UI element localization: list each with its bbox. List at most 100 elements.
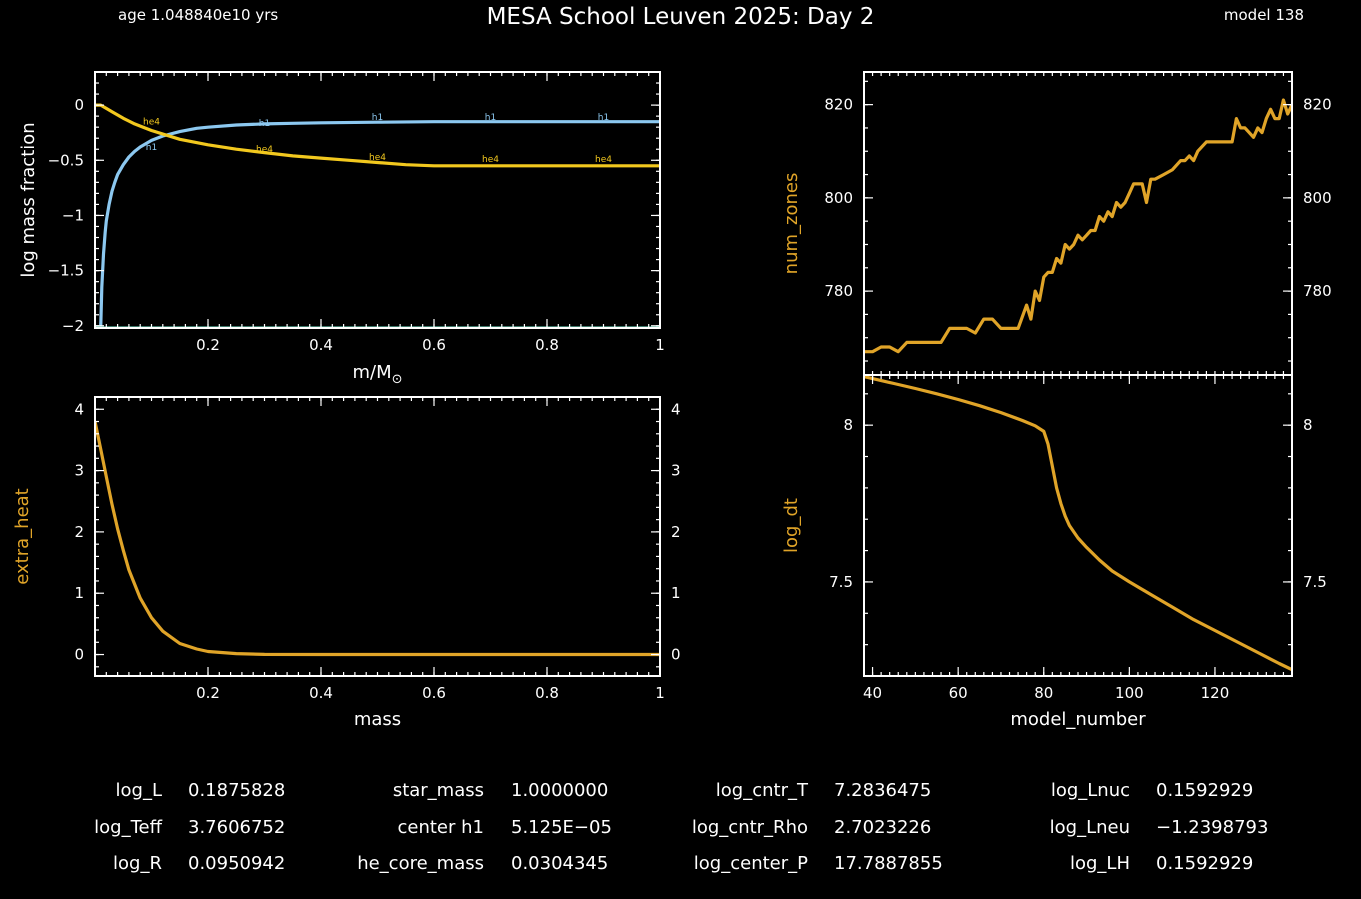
curve-label-h1: h1 <box>146 143 157 153</box>
stat-label: log_cntr_T <box>715 780 808 801</box>
y-tick-label-right: 7.5 <box>1303 573 1327 591</box>
stat-value: 5.125E−05 <box>511 817 612 838</box>
x-tick-label: 0.2 <box>196 336 220 354</box>
curve-label-h1: h1 <box>485 113 496 123</box>
curve-label-he4: he4 <box>143 118 160 128</box>
y-tick-label: −1.5 <box>48 262 84 280</box>
log-dt-plot: 40 60 80 100 120 7.5 7.5 8 8 model_number log_dt <box>781 374 1327 730</box>
series-line-num_zones <box>864 98 1292 354</box>
stat-label: star_mass <box>392 780 484 801</box>
x-axis-label: mass <box>354 709 401 730</box>
y-tick-label-right: 8 <box>1303 416 1313 434</box>
y-tick-label: 7.5 <box>829 573 853 591</box>
plot-frame <box>863 71 1293 376</box>
stat-value: 0.1592929 <box>1156 853 1254 874</box>
axis-ticks <box>94 71 661 328</box>
y-tick-label-right: 780 <box>1303 282 1332 300</box>
stat-value: 17.7887855 <box>834 853 943 874</box>
y-tick-label-right: 800 <box>1303 189 1332 207</box>
stat-label: log_Lnuc <box>1050 780 1130 801</box>
x-tick-label: 0.4 <box>309 336 333 354</box>
x-tick-label: 60 <box>949 684 968 702</box>
num-zones-plot: 780 780 800 800 820 820 num_zones <box>781 71 1332 376</box>
stat-value: 0.0950942 <box>188 853 286 874</box>
curve-label-h1: h1 <box>259 119 270 129</box>
y-tick-label-right: 4 <box>671 400 681 418</box>
x-tick-label: 0.2 <box>196 684 220 702</box>
x-axis-label: m/M⊙ <box>352 362 402 387</box>
curve-label-he4: he4 <box>595 155 612 165</box>
curve-label-h1: h1 <box>372 113 383 123</box>
stat-label: log_R <box>113 853 162 874</box>
stat-label: log_Lneu <box>1049 817 1130 838</box>
x-tick-label: 100 <box>1115 684 1144 702</box>
y-axis-label: log mass fraction <box>18 122 39 277</box>
series-line-h1 <box>99 120 660 328</box>
series-line-extra_heat <box>95 421 660 657</box>
abundance-plot: h1 h1 h1 h1 h1 he4 he4 he4 he4 he4 0.2 0.4 0.6 0.8 1 0 −… <box>18 71 665 387</box>
stat-value: 1.0000000 <box>511 780 609 801</box>
y-tick-label: 4 <box>74 400 84 418</box>
y-axis-label: num_zones <box>781 173 802 275</box>
stat-label: log_L <box>115 780 162 801</box>
stat-value: 7.2836475 <box>834 780 932 801</box>
x-tick-label: 1 <box>655 684 665 702</box>
y-tick-label: 8 <box>843 416 853 434</box>
curve-label-he4: he4 <box>256 145 273 155</box>
stat-label: he_core_mass <box>357 853 484 874</box>
axis-ticks <box>863 375 1293 677</box>
x-tick-label: 40 <box>863 684 882 702</box>
curve-label-h1: h1 <box>598 113 609 123</box>
stat-value: −1.2398793 <box>1156 817 1269 838</box>
y-tick-label-right: 0 <box>671 646 681 664</box>
y-tick-label: 0 <box>74 646 84 664</box>
plot-frame <box>94 71 661 329</box>
page-title: MESA School Leuven 2025: Day 2 <box>486 4 875 30</box>
stat-value: 0.1875828 <box>188 780 286 801</box>
y-tick-label: 820 <box>824 96 853 114</box>
plot-frame <box>94 396 661 677</box>
y-axis-label: log_dt <box>781 498 802 553</box>
stat-label: log_cntr_Rho <box>691 817 808 838</box>
extra-heat-plot: 0.2 0.4 0.6 0.8 1 0 0 1 1 2 2 3 3 4 4 mass extra_heat <box>12 396 681 730</box>
x-tick-label: 80 <box>1034 684 1053 702</box>
y-tick-label: 800 <box>824 189 853 207</box>
curve-label-he4: he4 <box>482 155 499 165</box>
age-readout: age 1.048840e10 yrs <box>118 6 279 24</box>
y-axis-label: extra_heat <box>12 488 33 584</box>
stat-label: log_LH <box>1069 853 1130 874</box>
stat-value: 3.7606752 <box>188 817 286 838</box>
axis-ticks <box>863 72 1293 375</box>
stat-value: 2.7023226 <box>834 817 932 838</box>
series-line-log_dt <box>864 375 1292 672</box>
curve-label-he4: he4 <box>369 153 386 163</box>
stat-label: log_center_P <box>693 853 808 874</box>
stat-label: log_Teff <box>94 817 162 838</box>
y-tick-label-right: 3 <box>671 462 681 480</box>
x-tick-label: 0.8 <box>535 684 559 702</box>
y-tick-label: 780 <box>824 282 853 300</box>
y-tick-label: 3 <box>74 462 84 480</box>
axis-ticks <box>94 396 661 676</box>
x-tick-label: 0.6 <box>422 684 446 702</box>
y-tick-label: 1 <box>74 584 84 602</box>
y-tick-label: −2 <box>62 317 84 335</box>
stat-label: center h1 <box>397 817 485 838</box>
y-tick-label: −1 <box>62 206 84 224</box>
stat-value: 0.1592929 <box>1156 780 1254 801</box>
x-tick-label: 0.6 <box>422 336 446 354</box>
x-axis-label: model_number <box>1010 709 1146 730</box>
y-tick-label: 2 <box>74 523 84 541</box>
y-tick-label-right: 2 <box>671 523 681 541</box>
y-tick-label-right: 1 <box>671 584 681 602</box>
x-tick-label: 120 <box>1201 684 1230 702</box>
x-tick-label: 0.8 <box>535 336 559 354</box>
x-tick-label: 0.4 <box>309 684 333 702</box>
y-tick-label-right: 820 <box>1303 96 1332 114</box>
x-tick-label: 1 <box>655 336 665 354</box>
y-tick-label: 0 <box>74 96 84 114</box>
model-number-readout: model 138 <box>1223 6 1304 24</box>
y-tick-label: −0.5 <box>48 151 84 169</box>
